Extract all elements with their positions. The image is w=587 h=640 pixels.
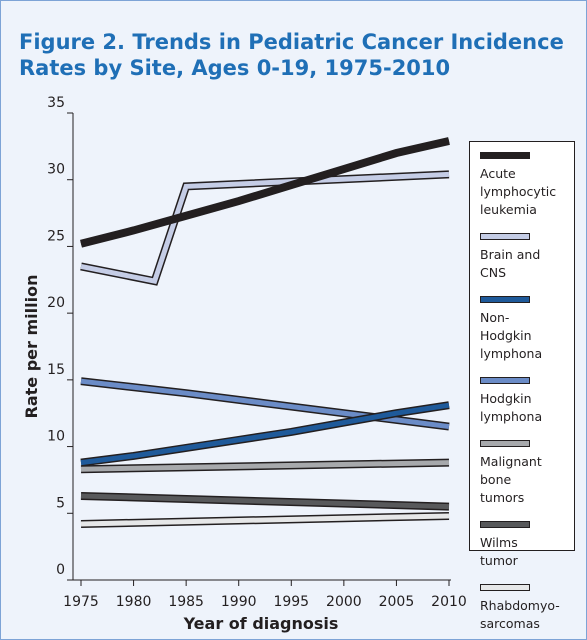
y-tick-label: 10: [47, 429, 65, 445]
legend-entry: Wilms tumor: [480, 521, 574, 570]
y-axis-title: Rate per million: [22, 275, 41, 419]
chart-title: Figure 2. Trends in Pediatric Cancer Inc…: [19, 30, 564, 80]
x-tick-label: 2010: [431, 594, 467, 610]
y-tick-label: 15: [47, 362, 65, 378]
x-tick-label: 1985: [168, 594, 204, 610]
legend-swatch: [480, 152, 530, 159]
y-tick-label: 25: [47, 228, 65, 244]
legend-swatch: [480, 233, 530, 240]
x-tick-label: 2005: [379, 594, 415, 610]
y-tick-label: 5: [56, 495, 65, 511]
legend-swatch: [480, 377, 530, 384]
x-tick-label: 1980: [116, 594, 152, 610]
legend-entry: Hodgkin lymphona: [480, 377, 574, 426]
legend-label: Hodgkin lymphona: [480, 391, 543, 424]
line: [80, 378, 450, 430]
y-tick-label: 35: [47, 95, 65, 111]
legend-entry: Acute lymphocytic leukemia: [480, 152, 574, 219]
legend-entry: Brain and CNS: [480, 233, 574, 282]
x-axis-title: Year of diagnosis: [183, 614, 339, 633]
line: [80, 402, 450, 466]
y-tick-label: 0: [56, 562, 65, 578]
legend-swatch: [480, 521, 530, 528]
legend-entry: Rhabdomyo-sarcomas: [480, 584, 574, 633]
legend-swatch: [480, 584, 530, 591]
line: [80, 513, 450, 527]
line: [80, 138, 450, 247]
legend: Acute lymphocytic leukemia Brain and CNS N…: [469, 141, 575, 631]
legend-label: Non-Hodgkin lymphona: [480, 310, 543, 361]
legend-label: Brain and CNS: [480, 247, 541, 280]
x-tick-label: 1995: [273, 594, 309, 610]
line: [80, 460, 450, 472]
legend-label: Rhabdomyo-sarcomas: [480, 598, 560, 631]
legend-entry: Malignant bone tumors: [480, 440, 574, 507]
legend-label: Malignant bone tumors: [480, 454, 542, 505]
y-tick-label: 30: [47, 162, 65, 178]
legend-entry: Non-Hodgkin lymphona: [480, 296, 574, 363]
x-tick-label: 1990: [221, 594, 257, 610]
legend-swatch: [480, 296, 530, 303]
line: [80, 493, 450, 510]
x-tick-label: 2000: [326, 594, 362, 610]
y-tick-label: 20: [47, 295, 65, 311]
legend-label: Acute lymphocytic leukemia: [480, 166, 557, 217]
x-tick-label: 1975: [63, 594, 99, 610]
legend-label: Wilms tumor: [480, 535, 518, 568]
legend-swatch: [480, 440, 530, 447]
